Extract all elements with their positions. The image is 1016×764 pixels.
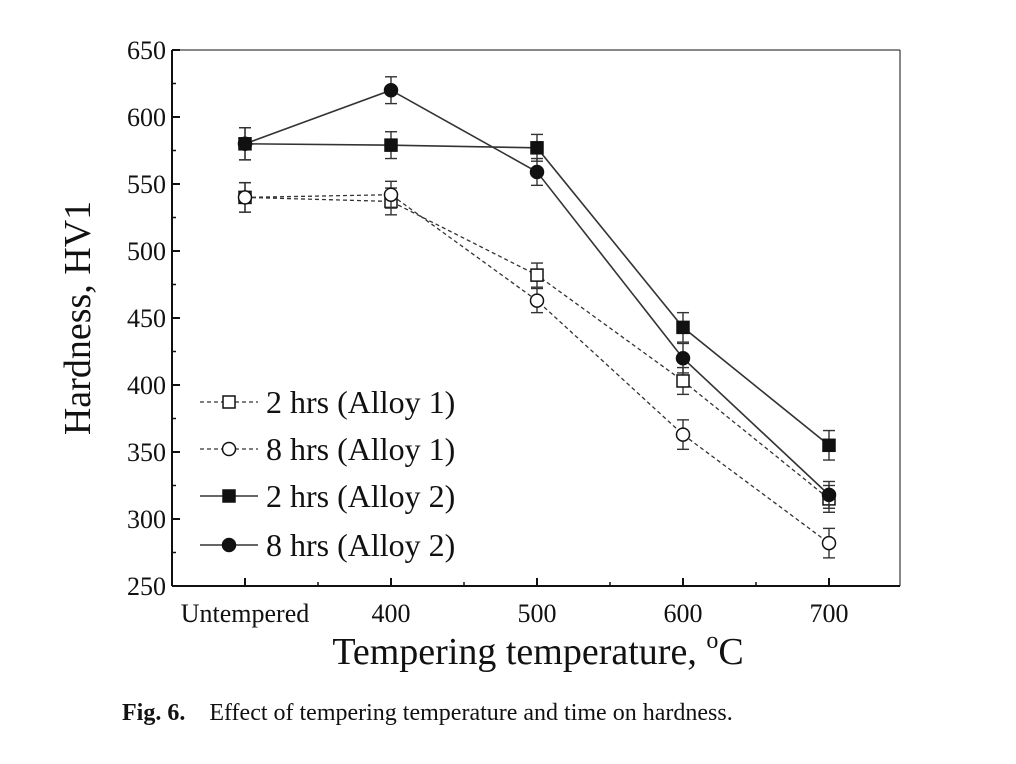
hardness-chart: 250 300 350 400 450 500 550 600 650 Untempered 40… (57, 36, 901, 673)
legend-label: 2 hrs (Alloy 2) (266, 478, 455, 514)
data-point (529, 164, 545, 180)
data-point (383, 187, 399, 202)
legend-item: 2 hrs (Alloy 2) (200, 478, 455, 514)
x-axis-title-sup: o (706, 628, 718, 654)
data-point (530, 268, 544, 282)
data-point (237, 190, 253, 205)
data-point (529, 293, 545, 308)
caption-text: Effect of tempering temperature and time… (209, 700, 733, 726)
y-tick-label: 550 (127, 170, 166, 199)
legend-item: 8 hrs (Alloy 1) (200, 431, 455, 467)
x-tick-label: 500 (518, 599, 557, 628)
data-point (384, 138, 398, 152)
caption-label: Fig. 6. (122, 700, 186, 726)
figure-caption: Fig. 6. Effect of tempering temperature a… (122, 700, 733, 727)
legend: 2 hrs (Alloy 1) 8 hrs (Alloy 1) 2 hrs (All… (200, 384, 455, 563)
legend-marker (221, 537, 237, 553)
legend-item: 8 hrs (Alloy 2) (200, 527, 455, 563)
data-point (237, 136, 253, 152)
x-axis-title: Tempering temperature, oC (332, 628, 743, 673)
data-point (675, 427, 691, 442)
y-tick-label: 400 (127, 371, 166, 400)
legend-marker (222, 395, 236, 409)
data-point (821, 487, 837, 503)
x-axis: Untempered 400 500 600 700 (181, 578, 849, 628)
data-point (822, 438, 836, 453)
data-point (383, 82, 399, 98)
y-axis-title: Hardness, HV1 (57, 201, 99, 435)
legend-marker (222, 489, 236, 503)
data-point (821, 535, 837, 551)
y-tick-label: 250 (127, 572, 166, 601)
y-tick-label: 300 (127, 505, 166, 534)
x-tick-label: 600 (664, 599, 703, 628)
y-tick-label: 350 (127, 438, 166, 467)
data-point (676, 320, 690, 335)
y-tick-label: 450 (127, 304, 166, 333)
series-2 (237, 180, 837, 559)
x-tick-label: 400 (372, 599, 411, 628)
series-layer (237, 76, 837, 559)
legend-label: 8 hrs (Alloy 2) (266, 527, 455, 563)
series-4 (237, 76, 837, 509)
x-axis-title-main: Tempering temperature, (332, 631, 706, 673)
y-tick-label: 600 (127, 103, 166, 132)
legend-label: 2 hrs (Alloy 1) (266, 384, 455, 420)
y-axis: 250 300 350 400 450 500 550 600 650 (127, 36, 180, 601)
x-tick-label: 700 (810, 599, 849, 628)
legend-label: 8 hrs (Alloy 1) (266, 431, 455, 467)
x-axis-title-unit: C (718, 631, 743, 673)
data-point (530, 141, 544, 155)
x-tick-label: Untempered (181, 599, 310, 628)
legend-item: 2 hrs (Alloy 1) (200, 384, 455, 420)
data-point (675, 350, 691, 366)
y-tick-label: 500 (127, 237, 166, 266)
legend-marker (221, 441, 237, 457)
data-point (676, 374, 690, 388)
y-tick-label: 650 (127, 36, 166, 65)
